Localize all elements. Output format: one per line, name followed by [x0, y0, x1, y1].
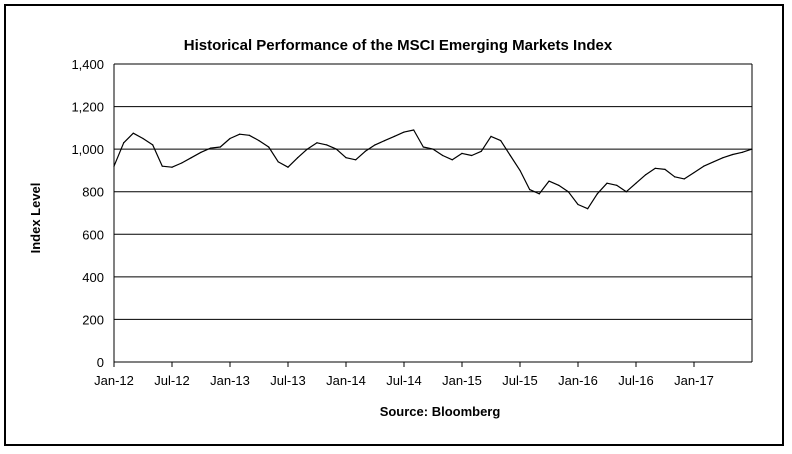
data-point: [335, 148, 337, 150]
x-tick-label: Jan-17: [674, 373, 714, 388]
data-point: [132, 132, 134, 134]
data-point: [384, 140, 386, 142]
y-tick-label: 400: [82, 270, 104, 285]
data-point: [732, 153, 734, 156]
data-point: [722, 157, 724, 159]
data-point: [239, 133, 241, 135]
x-tick-label: Jul-16: [618, 373, 653, 388]
series-line: [113, 129, 753, 210]
data-point: [461, 152, 463, 154]
data-point: [654, 167, 656, 169]
data-point: [219, 146, 221, 148]
data-point: [161, 165, 163, 167]
x-tick-label: Jan-12: [94, 373, 134, 388]
data-point: [142, 137, 144, 140]
chart-frame: [4, 4, 784, 446]
data-point: [374, 144, 376, 146]
data-point: [297, 157, 299, 159]
y-tick-label: 600: [82, 227, 104, 242]
data-point: [432, 148, 434, 150]
data-point: [355, 159, 357, 161]
data-point: [277, 161, 279, 163]
data-point: [616, 184, 618, 186]
data-point: [751, 148, 753, 150]
data-point: [712, 161, 714, 163]
gridlines: [113, 63, 753, 367]
data-point: [248, 134, 250, 136]
y-tick-label: 0: [97, 355, 104, 370]
data-point: [567, 191, 569, 193]
data-point: [316, 142, 318, 144]
x-tick-label: Jan-16: [558, 373, 598, 388]
data-point: [480, 150, 482, 152]
data-point: [529, 188, 531, 191]
plot-series: [113, 129, 753, 210]
data-point: [538, 193, 540, 195]
data-point: [519, 169, 521, 172]
y-axis-title: Index Level: [28, 183, 43, 254]
data-point: [210, 147, 212, 149]
data-point: [287, 166, 289, 168]
data-point: [558, 184, 560, 186]
data-point: [645, 174, 647, 176]
data-point: [703, 165, 705, 167]
data-point: [635, 182, 637, 184]
data-point: [693, 171, 695, 174]
data-point: [364, 150, 366, 152]
x-tick-label: Jul-13: [270, 373, 305, 388]
x-tick-labels: Jan-12 Jul-12 Jan-13 Jul-13 Jan-14 Jul-14 Jan-…: [94, 373, 714, 388]
data-point: [683, 178, 685, 180]
x-tick-label: Jul-12: [154, 373, 189, 388]
x-tick-label: Jan-13: [210, 373, 250, 388]
x-tick-label: Jul-15: [502, 373, 537, 388]
data-point: [606, 182, 608, 184]
data-point: [258, 140, 260, 142]
x-tick-label: Jan-14: [326, 373, 366, 388]
data-point: [123, 142, 125, 144]
data-point: [152, 144, 154, 146]
x-tick-label: Jul-14: [386, 373, 421, 388]
y-tick-labels: 0 200 400 600 800 1,000 1,200 1,400: [71, 57, 104, 370]
data-point: [326, 144, 328, 146]
data-point: [345, 157, 347, 159]
data-point: [500, 140, 502, 142]
data-point: [190, 157, 192, 159]
data-point: [403, 131, 405, 133]
data-point: [181, 162, 183, 164]
data-point: [674, 176, 676, 178]
data-point: [596, 193, 598, 195]
data-point: [229, 137, 231, 140]
data-point: [306, 148, 308, 150]
data-point: [587, 208, 589, 210]
y-tick-label: 1,200: [71, 100, 104, 115]
data-point: [664, 168, 666, 170]
y-tick-label: 1,400: [71, 57, 104, 72]
data-point: [471, 154, 473, 157]
x-axis-title: Source: Bloomberg: [380, 404, 501, 419]
chart-title: Historical Performance of the MSCI Emerg…: [184, 37, 613, 54]
data-point: [393, 135, 395, 137]
data-point: [113, 165, 115, 167]
y-tick-label: 200: [82, 312, 104, 327]
data-point: [451, 159, 453, 161]
data-point: [200, 151, 202, 153]
y-tick-label: 1,000: [71, 142, 104, 157]
data-point: [268, 146, 270, 148]
data-point: [442, 154, 444, 157]
data-point: [548, 180, 550, 182]
y-tick-label: 800: [82, 185, 104, 200]
x-tick-label: Jan-15: [442, 373, 482, 388]
data-point: [625, 191, 627, 193]
data-point: [413, 129, 415, 131]
data-point: [422, 146, 424, 148]
data-point: [577, 203, 579, 206]
data-point: [741, 151, 743, 153]
data-point: [171, 166, 173, 168]
data-point: [509, 154, 511, 157]
data-point: [490, 135, 492, 137]
